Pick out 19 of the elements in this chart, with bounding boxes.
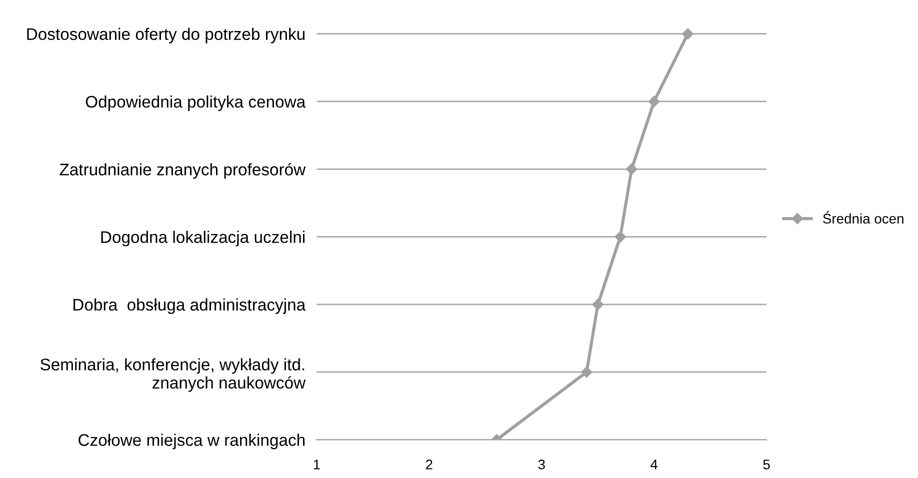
point (592, 298, 604, 310)
y-tick-label: Dogodna lokalizacja uczelni (101, 230, 304, 246)
y-tick-label: Czołowe miejsca w rankingach (78, 434, 305, 450)
legend-label: Średnia ocen (823, 211, 904, 224)
x-tick-label: 3 (538, 460, 545, 470)
point (580, 366, 592, 378)
y-tick-label: Seminaria, konferencje, wykłady itd. znanych naukowców (40, 358, 306, 392)
x-tick-label: 2 (426, 460, 432, 470)
x-tick-label: 5 (763, 460, 770, 470)
point (682, 28, 694, 40)
point (626, 164, 638, 175)
y-tick-label: Odpowiednia polityka cenowa (86, 95, 306, 111)
point (614, 231, 626, 242)
y-tick-label: Dobra obsługa administracyjna (74, 298, 306, 314)
x-tick-label: 1 (314, 460, 320, 470)
point (648, 96, 660, 108)
y-tick-label: Dostosowanie oferty do potrzeb rynku (27, 28, 305, 44)
y-tick-label: Zatrudnianie znanych profesorów (60, 163, 306, 179)
x-tick-label: 4 (650, 460, 658, 470)
